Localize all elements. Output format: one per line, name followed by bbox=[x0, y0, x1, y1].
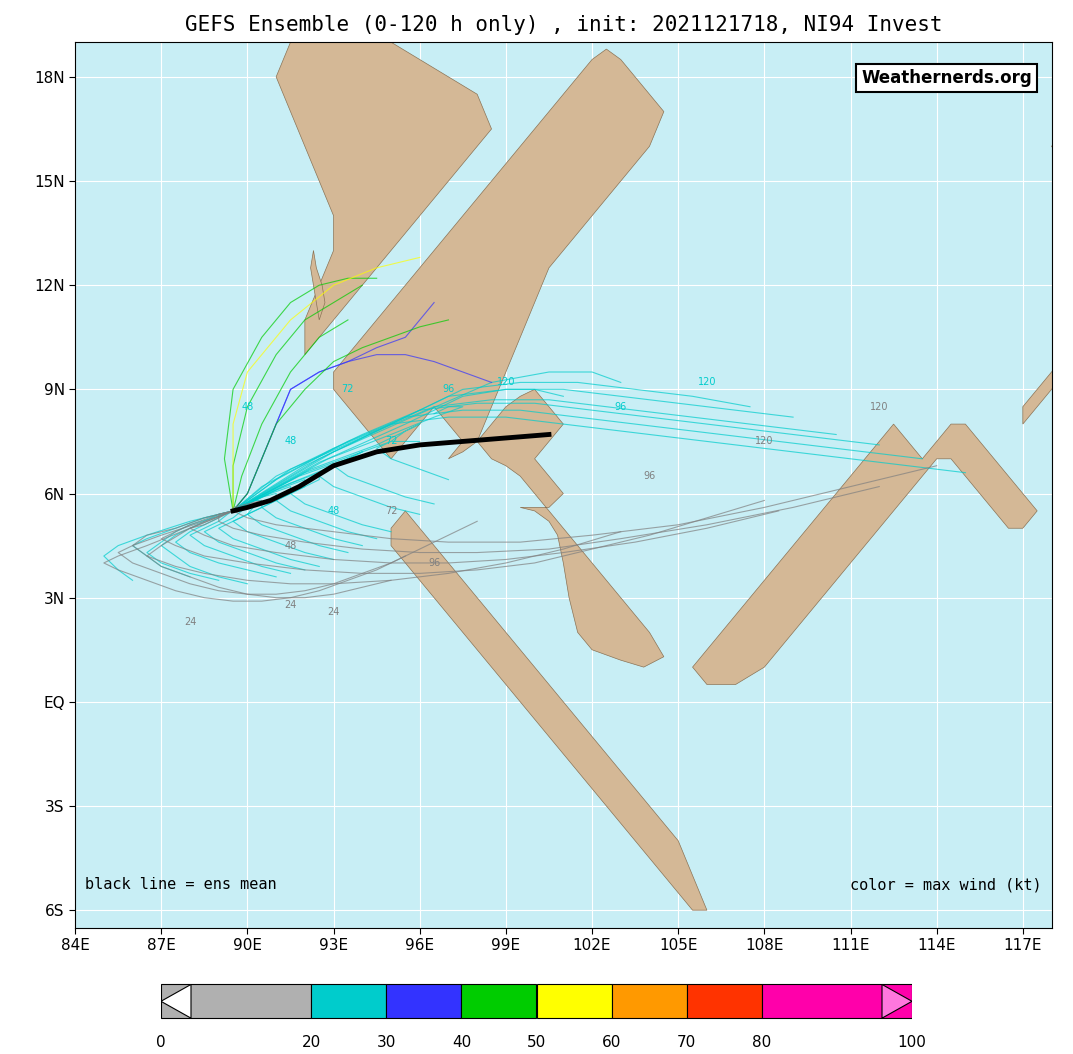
Bar bbox=[687, 984, 762, 1018]
Text: Weathernerds.org: Weathernerds.org bbox=[862, 69, 1032, 86]
Text: 72: 72 bbox=[385, 506, 397, 515]
Text: 70: 70 bbox=[677, 1035, 696, 1050]
Bar bbox=[536, 984, 612, 1018]
Text: 72: 72 bbox=[385, 436, 397, 447]
Text: 80: 80 bbox=[752, 1035, 771, 1050]
Text: 120: 120 bbox=[870, 402, 888, 412]
Text: 60: 60 bbox=[602, 1035, 621, 1050]
Text: black line = ens mean: black line = ens mean bbox=[85, 877, 277, 892]
Text: 48: 48 bbox=[327, 506, 340, 515]
Text: 120: 120 bbox=[497, 377, 515, 388]
Text: 50: 50 bbox=[527, 1035, 546, 1050]
Text: 30: 30 bbox=[377, 1035, 396, 1050]
Text: 120: 120 bbox=[697, 377, 716, 388]
Text: color = max wind (kt): color = max wind (kt) bbox=[850, 877, 1042, 892]
Text: 120: 120 bbox=[755, 436, 774, 447]
Text: 96: 96 bbox=[428, 558, 440, 568]
Text: 0: 0 bbox=[157, 1035, 165, 1050]
Polygon shape bbox=[477, 389, 664, 667]
Bar bbox=[161, 984, 311, 1018]
Text: 48: 48 bbox=[241, 402, 253, 412]
Polygon shape bbox=[161, 984, 191, 1018]
Polygon shape bbox=[1023, 320, 1073, 424]
Text: 24: 24 bbox=[327, 606, 340, 617]
Text: 24: 24 bbox=[284, 600, 297, 609]
Bar bbox=[461, 984, 536, 1018]
Text: 96: 96 bbox=[442, 385, 455, 394]
Text: 24: 24 bbox=[183, 617, 196, 627]
Text: 48: 48 bbox=[284, 436, 296, 447]
Polygon shape bbox=[391, 511, 707, 911]
Title: GEFS Ensemble (0-120 h only) , init: 2021121718, NI94 Invest: GEFS Ensemble (0-120 h only) , init: 202… bbox=[185, 15, 942, 35]
Bar bbox=[311, 984, 386, 1018]
Text: 48: 48 bbox=[284, 541, 296, 550]
Polygon shape bbox=[1052, 77, 1073, 216]
Text: 72: 72 bbox=[341, 385, 354, 394]
Polygon shape bbox=[882, 984, 912, 1018]
Text: 96: 96 bbox=[644, 471, 656, 482]
Polygon shape bbox=[276, 42, 491, 354]
Bar bbox=[612, 984, 687, 1018]
Polygon shape bbox=[310, 251, 325, 320]
Bar bbox=[386, 984, 461, 1018]
Bar bbox=[762, 984, 912, 1018]
Text: 20: 20 bbox=[302, 1035, 321, 1050]
Text: 100: 100 bbox=[898, 1035, 926, 1050]
Polygon shape bbox=[692, 424, 1038, 684]
Text: 96: 96 bbox=[615, 402, 627, 412]
Text: 40: 40 bbox=[452, 1035, 471, 1050]
Polygon shape bbox=[334, 50, 664, 458]
